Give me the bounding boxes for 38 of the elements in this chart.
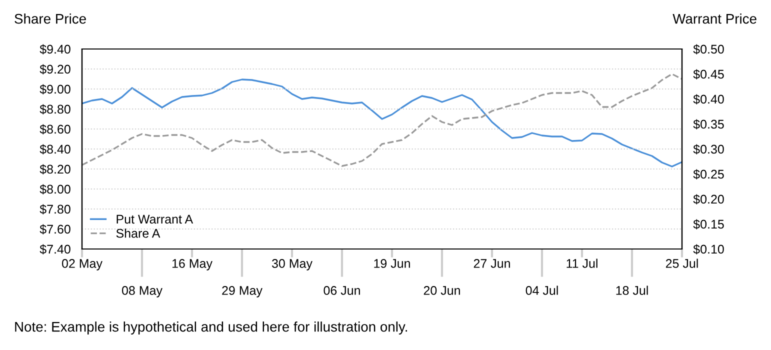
y2-tick-label: $0.50	[693, 44, 724, 54]
y2-tick-label: $0.40	[693, 94, 724, 104]
x-tick-label: 29 May	[222, 286, 262, 298]
x-tick-label: 19 Jun	[374, 259, 410, 268]
y2-tick-label: $0.20	[693, 194, 724, 204]
y-tick-label: $9.20	[40, 64, 70, 74]
x-tick-label: 20 Jun	[424, 286, 460, 295]
y-tick-label: $8.60	[40, 124, 70, 134]
y2-tick-label: $0.25	[693, 169, 724, 180]
y2-tick-label: $0.30	[693, 144, 724, 154]
y-tick-label: $9.40	[40, 44, 70, 54]
x-tick-label: 08 May	[122, 286, 162, 298]
x-tick-label: 11 Jul	[566, 258, 598, 268]
y-tick-label: $8.20	[40, 164, 70, 174]
y-tick-label: $7.40	[40, 244, 70, 254]
legend-label: Put Warrant A	[116, 214, 194, 224]
y-tick-label: $7.60	[40, 224, 70, 234]
y-tick-label: $8.40	[40, 144, 70, 154]
y-tick-label: $7.80	[40, 204, 70, 214]
x-tick-label: 06 Jun	[324, 286, 360, 295]
x-tick-label: 18 Jul	[616, 286, 648, 295]
y-tick-label: $8.00	[40, 184, 70, 194]
x-tick-label: 16 May	[172, 259, 212, 270]
y2-tick-label: $0.45	[693, 69, 724, 80]
x-tick-label: 25 Jul	[666, 258, 698, 268]
text: Note: Example is hypothetical and used here for illustration only.	[15, 322, 407, 334]
y2-tick-label: $0.10	[693, 244, 724, 254]
y-axis-title: Share Price	[14, 14, 86, 24]
x-tick-label: 04 Jul	[526, 286, 558, 295]
x-tick-label: 02 May	[62, 259, 102, 270]
y2-axis-title: Warrant Price	[672, 14, 756, 24]
y2-tick-label: $0.35	[693, 119, 724, 130]
y2-tick-label: $0.15	[693, 219, 724, 230]
x-tick-label: 30 May	[272, 259, 312, 270]
legend-label: Share A	[116, 228, 160, 238]
x-tick-label: 27 Jun	[474, 259, 510, 268]
y-tick-label: $8.80	[40, 104, 70, 114]
y-tick-label: $9.00	[40, 84, 70, 94]
